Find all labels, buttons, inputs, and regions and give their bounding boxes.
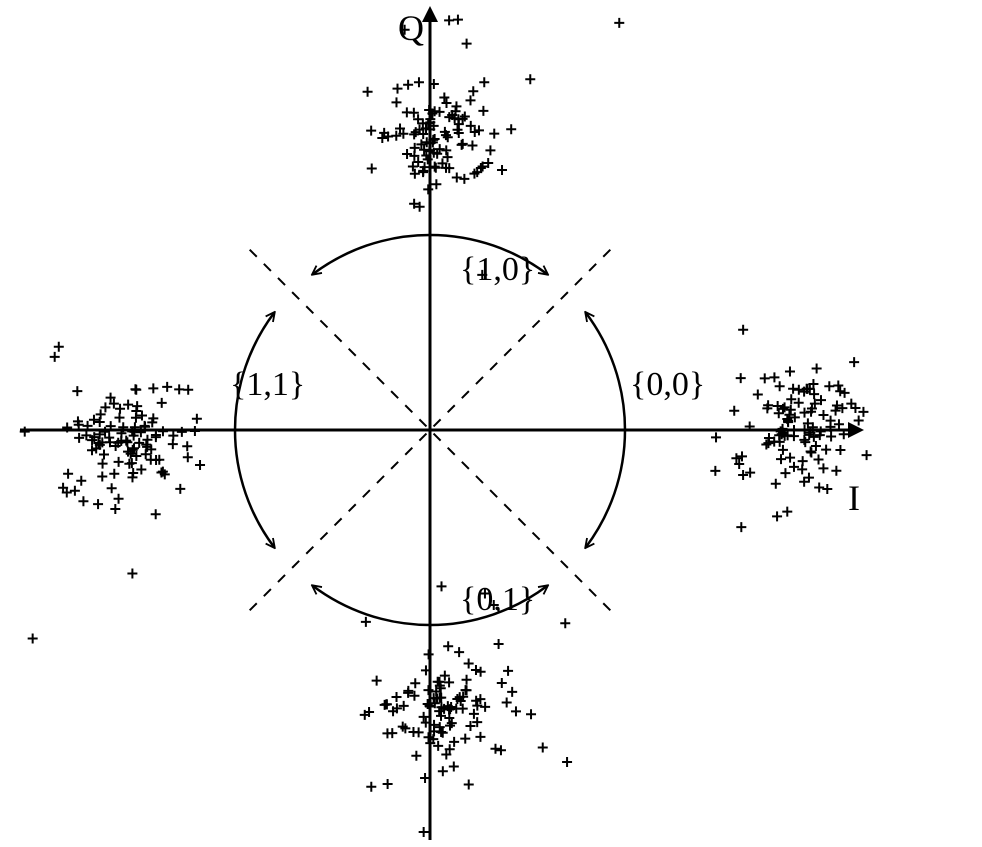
label-10: {1,0} <box>460 251 535 288</box>
label-00: {0,0} <box>630 366 705 403</box>
y-axis-label: Q <box>398 8 424 48</box>
scatter-points <box>20 15 872 837</box>
constellation-diagram: Q I {0,0} {0,1} {1,0} {1,1} <box>0 0 982 847</box>
label-11: {1,1} <box>230 366 305 403</box>
label-01: {0,1} <box>460 581 535 618</box>
x-axis-label: I <box>848 478 860 518</box>
